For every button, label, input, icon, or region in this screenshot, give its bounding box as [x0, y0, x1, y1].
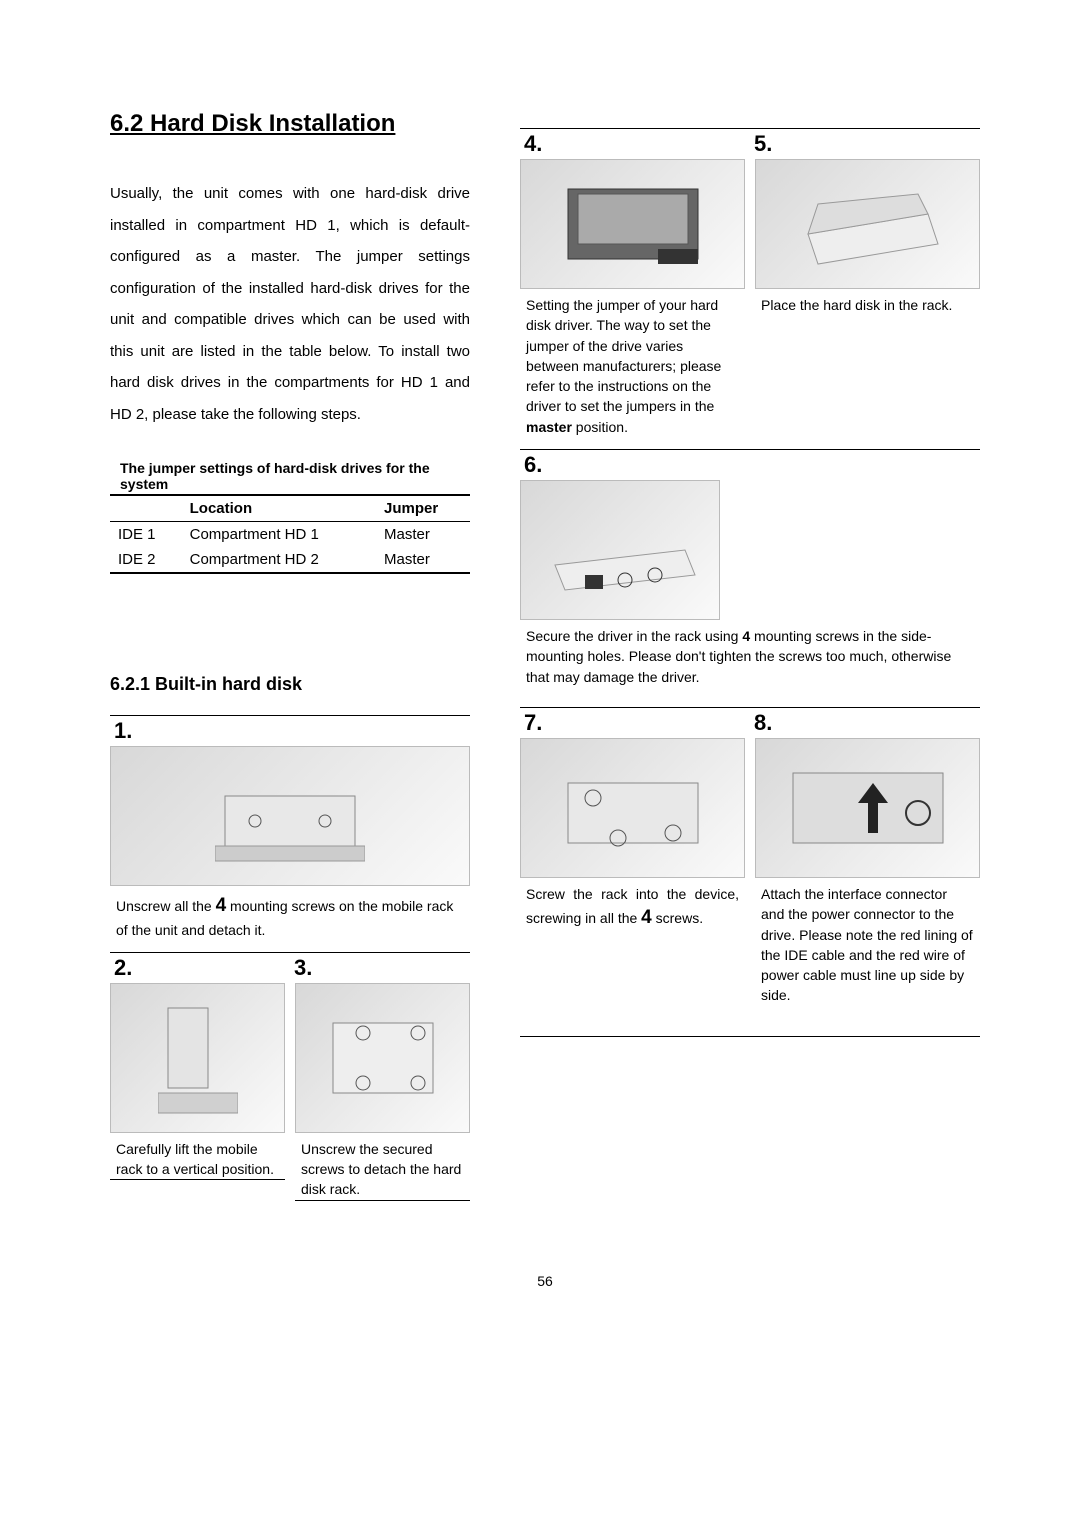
- step-1-caption: Unscrew all the 4 mounting screws on the…: [110, 886, 470, 940]
- table-row: IDE 1 Compartment HD 1 Master: [110, 522, 470, 548]
- step-6-image: [520, 480, 720, 620]
- table-header: Jumper: [376, 495, 470, 522]
- step-2-caption: Carefully lift the mobile rack to a vert…: [110, 1133, 285, 1181]
- table-header: [110, 495, 182, 522]
- step-7-caption: Screw the rack into the device, screwing…: [520, 878, 745, 932]
- bottom-rule: [520, 1036, 980, 1037]
- intro-paragraph: Usually, the unit comes with one hard-di…: [110, 178, 470, 430]
- step-number: 3.: [290, 953, 470, 983]
- step-number: 6.: [520, 450, 980, 480]
- step-number: 7.: [520, 708, 750, 738]
- step-7-image: [520, 738, 745, 878]
- step-number: 8.: [750, 708, 980, 738]
- section-title: 6.2 Hard Disk Installation: [110, 110, 470, 138]
- table-header: Location: [182, 495, 376, 522]
- step-number: 4.: [520, 129, 750, 159]
- step-5-caption: Place the hard disk in the rack.: [755, 289, 980, 315]
- step-3-image: [295, 983, 470, 1133]
- step-2-image: [110, 983, 285, 1133]
- step-4-image: [520, 159, 745, 289]
- step-8-caption: Attach the interface connector and the p…: [755, 878, 980, 1006]
- step-6-caption: Secure the driver in the rack using 4 mo…: [520, 620, 980, 687]
- jumper-table: Location Jumper IDE 1 Compartment HD 1 M…: [110, 494, 470, 574]
- step-number: 1.: [110, 716, 470, 746]
- step-8-image: [755, 738, 980, 878]
- table-row: IDE 2 Compartment HD 2 Master: [110, 547, 470, 573]
- subsection-title: 6.2.1 Built-in hard disk: [110, 674, 470, 695]
- page-number: 56: [110, 1273, 980, 1289]
- step-1-image: [110, 746, 470, 886]
- step-3-caption: Unscrew the secured screws to detach the…: [295, 1133, 470, 1201]
- step-5-image: [755, 159, 980, 289]
- step-number: 2.: [110, 953, 290, 983]
- step-number: 5.: [750, 129, 980, 159]
- table-caption: The jumper settings of hard-disk drives …: [120, 460, 460, 492]
- step-4-caption: Setting the jumper of your hard disk dri…: [520, 289, 745, 437]
